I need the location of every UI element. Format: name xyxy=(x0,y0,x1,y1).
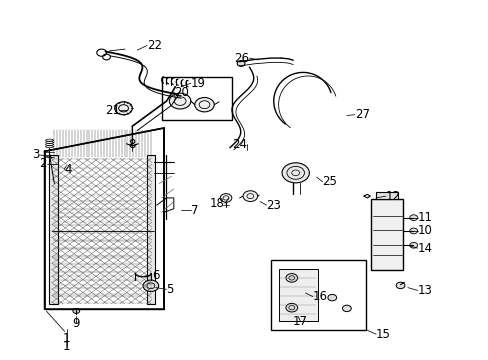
Circle shape xyxy=(327,294,336,301)
Text: 5: 5 xyxy=(166,283,174,296)
Text: 9: 9 xyxy=(72,317,80,330)
Text: 15: 15 xyxy=(375,328,390,341)
Text: 16: 16 xyxy=(312,290,327,303)
Text: 7: 7 xyxy=(190,204,198,217)
Circle shape xyxy=(115,102,132,115)
Circle shape xyxy=(237,60,244,66)
Text: 8: 8 xyxy=(128,138,136,150)
Circle shape xyxy=(73,309,80,314)
Circle shape xyxy=(409,215,417,221)
Circle shape xyxy=(285,274,297,282)
Circle shape xyxy=(342,305,350,312)
Text: 21: 21 xyxy=(105,104,120,117)
Bar xyxy=(271,260,366,330)
Text: 1: 1 xyxy=(62,340,70,353)
Text: 22: 22 xyxy=(147,39,162,52)
Circle shape xyxy=(282,163,309,183)
Bar xyxy=(375,192,397,199)
Circle shape xyxy=(409,228,417,234)
Bar xyxy=(147,155,155,304)
Bar xyxy=(370,199,402,270)
Bar xyxy=(161,77,232,120)
Text: 1: 1 xyxy=(62,332,70,345)
Bar xyxy=(49,155,58,304)
Text: 2: 2 xyxy=(40,157,47,170)
Text: 23: 23 xyxy=(266,199,281,212)
Circle shape xyxy=(243,191,257,202)
Text: 25: 25 xyxy=(322,175,337,188)
Text: 6: 6 xyxy=(152,269,159,282)
Text: 18: 18 xyxy=(210,197,224,210)
Text: 4: 4 xyxy=(64,163,71,176)
Text: 19: 19 xyxy=(190,77,205,90)
Text: 11: 11 xyxy=(417,211,432,224)
Circle shape xyxy=(143,280,158,292)
Circle shape xyxy=(194,98,214,112)
Circle shape xyxy=(395,282,404,289)
Circle shape xyxy=(285,303,297,312)
Text: 24: 24 xyxy=(231,138,246,150)
Text: 14: 14 xyxy=(417,242,432,255)
Text: 20: 20 xyxy=(173,86,188,99)
Text: 17: 17 xyxy=(292,315,307,328)
Text: 13: 13 xyxy=(417,284,431,297)
Text: 10: 10 xyxy=(417,224,431,238)
Circle shape xyxy=(409,242,417,248)
Bar xyxy=(278,269,317,321)
Circle shape xyxy=(220,194,231,202)
Text: 26: 26 xyxy=(234,51,249,64)
Text: 12: 12 xyxy=(385,190,400,203)
Circle shape xyxy=(169,93,190,109)
Text: 27: 27 xyxy=(354,108,369,121)
Text: 3: 3 xyxy=(32,148,40,161)
